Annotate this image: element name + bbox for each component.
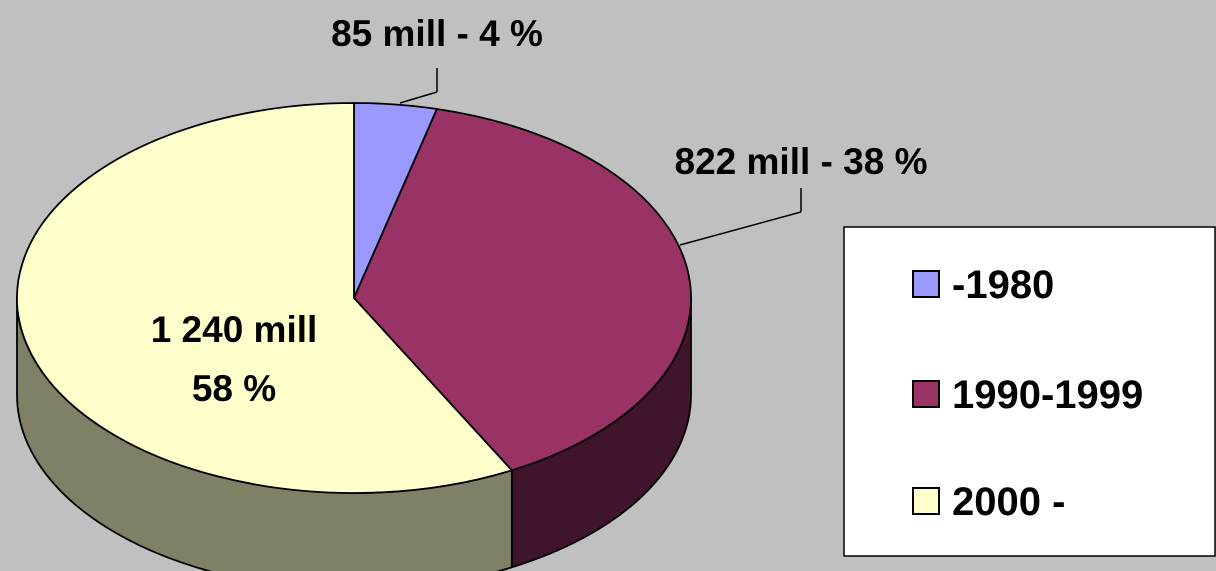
data-label-2000-percent: 58 % (192, 368, 276, 409)
pie-top (16, 102, 692, 494)
legend-box (843, 226, 1216, 557)
legend-label-1980: -1980 (952, 263, 1054, 307)
leader-line-1980 (399, 91, 438, 104)
data-label-1990-1999: 822 mill - 38 % (675, 141, 928, 182)
leader-line-1990 (679, 211, 802, 246)
legend-swatch-1980 (912, 270, 940, 298)
legend-label-1990-1999: 1990-1999 (952, 373, 1143, 417)
pie-slice-1990-1999 (353, 108, 692, 472)
legend-swatch-1990-1999 (912, 380, 940, 408)
legend-swatch-2000 (912, 487, 940, 515)
pie-slice-2000 (16, 102, 513, 494)
legend-label-2000: 2000 - (952, 480, 1065, 524)
data-label-2000-value: 1 240 mill (151, 309, 318, 350)
legend: -1980 1990-1999 2000 - (843, 226, 1216, 557)
data-label-1980: 85 mill - 4 % (331, 13, 543, 54)
